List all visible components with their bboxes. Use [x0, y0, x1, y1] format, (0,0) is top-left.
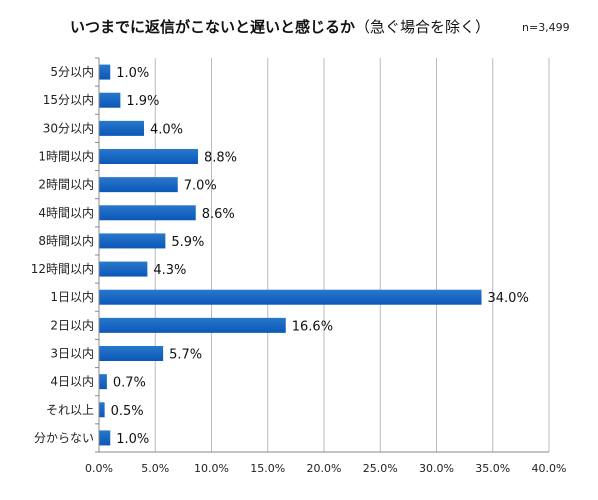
- x-tick-label: 40.0%: [532, 462, 567, 475]
- bar: [99, 120, 144, 136]
- category-label: 1日以内: [50, 290, 94, 304]
- x-tick-label: 20.0%: [307, 462, 342, 475]
- x-tick-label: 0.0%: [85, 462, 113, 475]
- bar: [99, 430, 111, 446]
- x-tick-labels: 0.0% 5.0% 10.0% 15.0% 20.0% 25.0% 30.0% 35.0% 40…: [85, 462, 566, 475]
- category-label: 5分以内: [50, 65, 94, 79]
- category-label: 3日以内: [50, 347, 94, 361]
- category-label: 1時間以内: [38, 150, 94, 164]
- bar: [99, 317, 286, 333]
- category-label: 12時間以内: [31, 262, 94, 276]
- category-label: 4日以内: [50, 375, 94, 389]
- bar: [99, 402, 105, 418]
- value-labels: 1.0% 1.9% 4.0% 8.8% 7.0% 8.6% 5.9% 4.3% 34.0% 16.…: [111, 66, 529, 447]
- chart-title-sub: （急ぐ場合を除く）: [355, 18, 491, 36]
- bar: [99, 374, 107, 390]
- bar: [99, 177, 178, 193]
- value-label: 5.9%: [171, 235, 204, 250]
- value-label: 1.0%: [116, 66, 149, 81]
- category-label: 2時間以内: [38, 178, 94, 192]
- category-labels: 5分以内 15分以内 30分以内 1時間以内 2時間以内 4時間以内 8時間以内 12時間以内…: [31, 65, 94, 445]
- value-label: 8.8%: [204, 151, 237, 166]
- x-tick-label: 35.0%: [475, 462, 510, 475]
- value-label: 1.9%: [126, 94, 159, 109]
- category-label: それ以上: [46, 403, 94, 417]
- x-tick-label: 30.0%: [419, 462, 454, 475]
- value-label: 8.6%: [202, 207, 235, 222]
- category-label: 30分以内: [43, 121, 94, 135]
- x-tick-label: 5.0%: [141, 462, 169, 475]
- x-tick-label: 10.0%: [194, 462, 229, 475]
- bar: [99, 64, 111, 80]
- value-label: 0.5%: [111, 404, 144, 419]
- grid-lines: [154, 58, 550, 452]
- value-label: 34.0%: [488, 291, 529, 306]
- value-label: 1.0%: [116, 432, 149, 447]
- category-label: 15分以内: [43, 93, 94, 107]
- category-label: 8時間以内: [38, 234, 94, 248]
- value-label: 16.6%: [292, 319, 333, 334]
- value-label: 0.7%: [113, 376, 146, 391]
- x-tick-label: 15.0%: [250, 462, 285, 475]
- bar: [99, 205, 196, 221]
- chart-title-main: いつまでに返信がこないと遅いと感じるか: [70, 18, 356, 36]
- value-label: 4.0%: [150, 122, 183, 137]
- bar: [99, 289, 482, 305]
- bar: [99, 261, 148, 277]
- category-label: 2日以内: [50, 318, 94, 332]
- chart-title: いつまでに返信がこないと遅いと感じるか（急ぐ場合を除く）: [70, 16, 490, 37]
- sample-size-note: n=3,499: [522, 21, 570, 34]
- category-label: 4時間以内: [38, 206, 94, 220]
- x-tick-label: 25.0%: [363, 462, 398, 475]
- bar: [99, 92, 121, 108]
- value-label: 4.3%: [153, 263, 186, 278]
- value-label: 5.7%: [169, 348, 202, 363]
- category-label: 分からない: [34, 431, 94, 445]
- bars: [99, 64, 482, 446]
- axes: [95, 57, 549, 453]
- bar: [99, 346, 164, 361]
- bar: [99, 149, 198, 164]
- bar: [99, 233, 166, 249]
- value-label: 7.0%: [184, 179, 217, 194]
